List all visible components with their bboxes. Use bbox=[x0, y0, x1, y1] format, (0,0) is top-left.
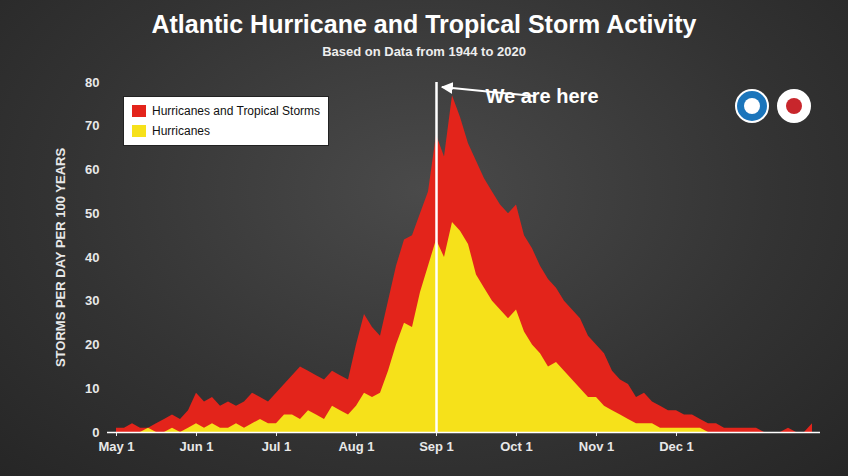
html-text:Hurricanes: Hurricanes bbox=[152, 124, 210, 138]
svg-text:Aug 1: Aug 1 bbox=[338, 439, 374, 454]
svg-text:Nov 1: Nov 1 bbox=[579, 439, 614, 454]
svg-text:60: 60 bbox=[85, 162, 99, 177]
svg-text:10: 10 bbox=[85, 381, 99, 396]
svg-text:May 1: May 1 bbox=[98, 439, 134, 454]
svg-text:0: 0 bbox=[92, 425, 99, 440]
svg-text:Oct 1: Oct 1 bbox=[500, 439, 533, 454]
html-text:Based on Data from 1944 to 202: Based on Data from 1944 to 2020 bbox=[322, 44, 526, 59]
html-text:Hurricanes and Tropical Storms: Hurricanes and Tropical Storms bbox=[152, 104, 321, 118]
svg-text:80: 80 bbox=[85, 75, 99, 90]
svg-text:30: 30 bbox=[85, 293, 99, 308]
svg-text:Jun 1: Jun 1 bbox=[180, 439, 214, 454]
svg-text:40: 40 bbox=[85, 250, 99, 265]
svg-text:50: 50 bbox=[85, 206, 99, 221]
svg-text:Jul 1: Jul 1 bbox=[262, 439, 292, 454]
svg-text:Dec 1: Dec 1 bbox=[659, 439, 694, 454]
svg-text:We are here: We are here bbox=[485, 85, 598, 107]
svg-text:70: 70 bbox=[85, 118, 99, 133]
svg-text:20: 20 bbox=[85, 337, 99, 352]
html-text:Atlantic Hurricane and Tropica: Atlantic Hurricane and Tropical Storm Ac… bbox=[151, 10, 697, 38]
svg-text:STORMS PER DAY PER 100 YEARS: STORMS PER DAY PER 100 YEARS bbox=[53, 148, 68, 367]
svg-text:Sep 1: Sep 1 bbox=[419, 439, 454, 454]
